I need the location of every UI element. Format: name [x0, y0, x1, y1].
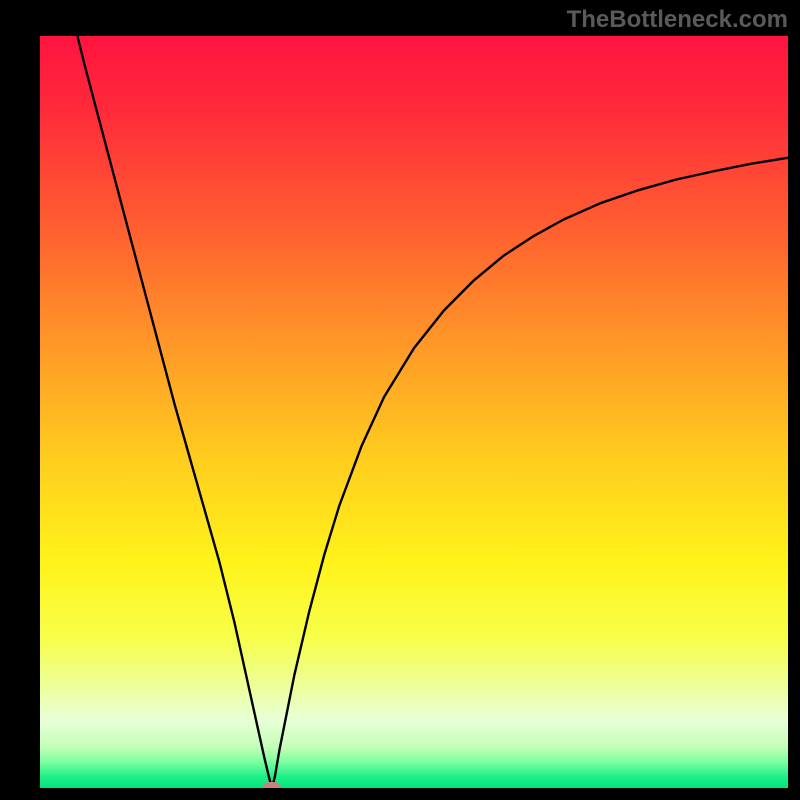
watermark-text: TheBottleneck.com	[567, 6, 788, 34]
chart-svg	[40, 36, 788, 788]
chart-plot-area	[40, 36, 788, 788]
chart-background	[40, 36, 788, 788]
